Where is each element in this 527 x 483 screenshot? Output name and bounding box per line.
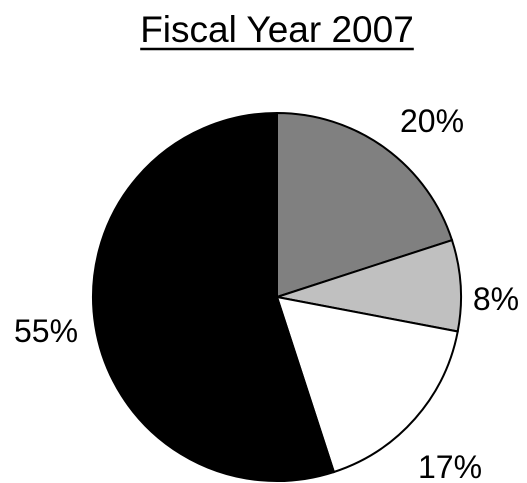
slice-label-1: 20% — [400, 103, 464, 139]
pie-slice-2 — [276, 238, 462, 333]
pie-slice-4 — [91, 111, 336, 482]
slice-label-2: 8% — [473, 281, 519, 317]
slice-label-4: 55% — [14, 313, 78, 349]
pie-slice-1 — [276, 111, 454, 299]
slice-label-3: 17% — [418, 449, 482, 483]
slice-labels: 20% 8% 17% 55% — [14, 103, 519, 483]
pie-slices — [91, 111, 462, 482]
pie-slice-3 — [275, 295, 459, 474]
chart-title: Fiscal Year 2007 — [140, 9, 414, 50]
